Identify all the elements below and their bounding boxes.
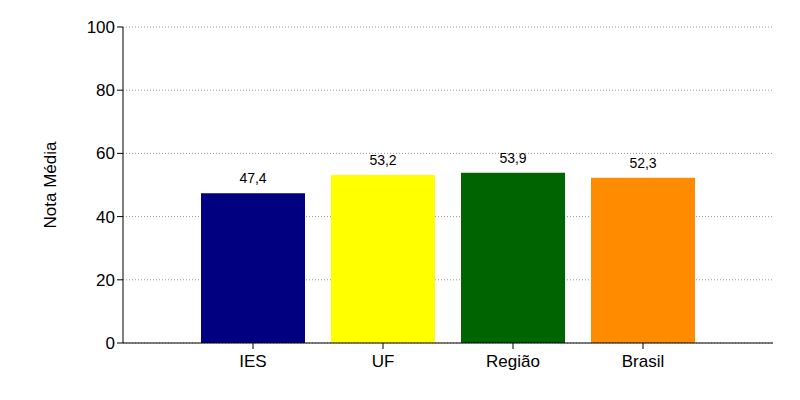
svg-text:52,3: 52,3 (629, 155, 656, 171)
svg-text:20: 20 (96, 271, 115, 290)
svg-text:UF: UF (372, 352, 395, 371)
svg-text:Nota Média: Nota Média (41, 141, 60, 228)
svg-text:IES: IES (239, 352, 266, 371)
svg-text:80: 80 (96, 81, 115, 100)
svg-text:100: 100 (87, 18, 115, 37)
svg-text:40: 40 (96, 208, 115, 227)
svg-text:60: 60 (96, 144, 115, 163)
svg-text:Brasil: Brasil (622, 352, 665, 371)
svg-text:0: 0 (106, 334, 115, 353)
svg-text:47,4: 47,4 (239, 170, 266, 186)
svg-text:Região: Região (486, 352, 540, 371)
svg-text:53,9: 53,9 (499, 150, 526, 166)
svg-text:53,2: 53,2 (369, 152, 396, 168)
